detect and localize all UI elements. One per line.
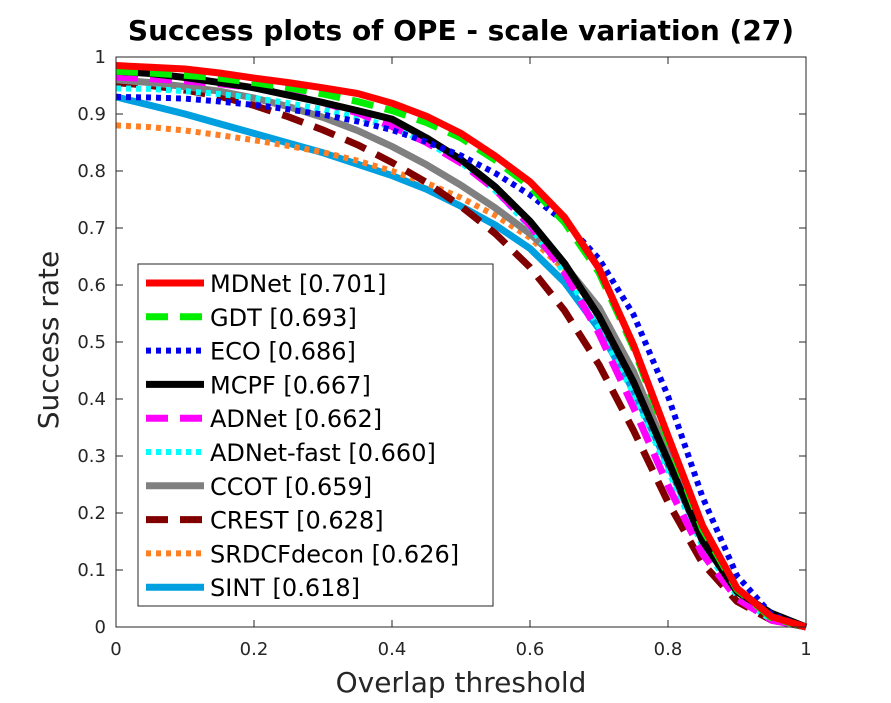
y-tick-label: 0.1 (77, 560, 106, 581)
y-tick-label: 0.7 (77, 218, 106, 239)
y-tick-label: 0.3 (77, 446, 106, 467)
y-tick-label: 0.4 (77, 389, 106, 410)
axis-ticks: 0 0.2 0.4 0.6 0.8 1 0 0.1 0.2 0.3 0.4 0.5 0.6 0.7 0.8 0… (77, 47, 811, 660)
x-tick-label: 0.6 (516, 639, 545, 660)
legend-entry: GDT [0.693] (210, 304, 357, 332)
x-tick-label: 0.4 (378, 639, 407, 660)
x-tick-label: 1 (800, 639, 811, 660)
legend-box (137, 263, 494, 607)
legend-entry: ADNet-fast [0.660] (210, 439, 436, 467)
legend-entry: SINT [0.618] (210, 574, 360, 602)
x-tick-label: 0.2 (240, 639, 269, 660)
x-axis-label: Overlap threshold (336, 666, 587, 699)
chart-title: Success plots of OPE - scale variation (… (128, 14, 794, 47)
y-tick-label: 1 (95, 47, 106, 68)
series-layer (115, 62, 808, 631)
legend-entry: CREST [0.628] (210, 507, 384, 535)
series-line-crest (115, 79, 807, 631)
series-line-mcpf (115, 67, 808, 631)
legend-entry: MDNet [0.701] (210, 270, 386, 298)
legend: MDNet [0.701] GDT [0.693] ECO [0.686] MCPF … (137, 263, 494, 607)
y-tick-label: 0.8 (77, 161, 106, 182)
y-tick-label: 0.6 (77, 275, 106, 296)
y-tick-label: 0.9 (77, 104, 106, 125)
x-tick-label: 0 (110, 639, 121, 660)
y-tick-label: 0 (95, 617, 106, 638)
legend-entry: CCOT [0.659] (210, 473, 372, 501)
y-tick-label: 0.2 (77, 503, 106, 524)
y-tick-label: 0.5 (77, 332, 106, 353)
x-tick-label: 0.8 (654, 639, 683, 660)
legend-entry: MCPF [0.667] (210, 371, 371, 399)
legend-entry: SRDCFdecon [0.626] (210, 540, 459, 568)
legend-entry: ADNet [0.662] (210, 405, 382, 433)
series-line-mdnet (115, 62, 808, 631)
legend-entry: ECO [0.686] (210, 338, 356, 366)
series-line-eco (115, 93, 808, 630)
y-axis-label: Success rate (32, 251, 65, 430)
